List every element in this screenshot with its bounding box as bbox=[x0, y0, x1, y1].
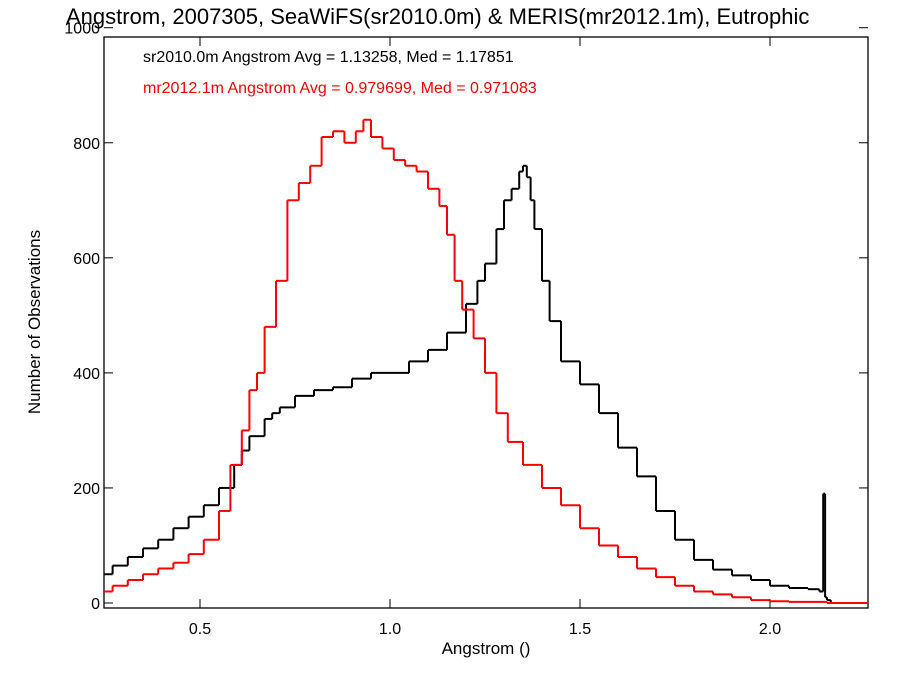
series-mr2012.1m bbox=[104, 118, 868, 604]
x-tick-label: 2.0 bbox=[759, 621, 781, 638]
y-tick-label: 200 bbox=[73, 481, 100, 498]
x-tick-label: 1.5 bbox=[569, 621, 591, 638]
legend-mr2012: mr2012.1m Angstrom Avg = 0.979699, Med =… bbox=[143, 80, 537, 97]
plot-frame bbox=[103, 36, 869, 609]
y-tick-label: 600 bbox=[73, 251, 100, 268]
y-tick-label: 800 bbox=[73, 136, 100, 153]
x-tick-label: 1.0 bbox=[379, 621, 401, 638]
x-axis: 0.5 1.0 1.5 2.0 bbox=[189, 37, 781, 638]
y-tick-label: 1000 bbox=[64, 21, 100, 38]
x-tick-label: 0.5 bbox=[189, 621, 211, 638]
x-axis-label: Angstrom () bbox=[442, 639, 531, 658]
chart-title: Angstrom, 2007305, SeaWiFS(sr2010.0m) & … bbox=[66, 4, 809, 29]
y-tick-label: 400 bbox=[73, 366, 100, 383]
series-layer bbox=[104, 118, 868, 604]
y-axis: 0 200 400 600 800 1000 bbox=[64, 21, 868, 613]
y-tick-label: 0 bbox=[91, 596, 100, 613]
y-axis-label: Number of Observations bbox=[25, 230, 44, 414]
legend-sr2010: sr2010.0m Angstrom Avg = 1.13258, Med = … bbox=[143, 49, 514, 66]
